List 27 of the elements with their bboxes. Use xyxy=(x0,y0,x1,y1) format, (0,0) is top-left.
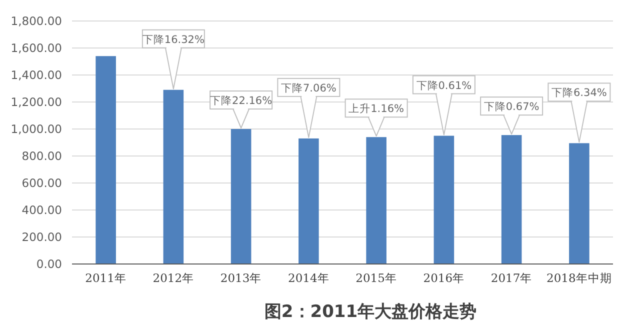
annotation: 下降16.32% xyxy=(142,34,204,46)
annotation: 上升1.16% xyxy=(348,102,404,116)
annotation: 下降22.16% xyxy=(210,95,272,107)
annotation: 下降7.06% xyxy=(281,82,336,94)
x-tick-label: 2018年中期 xyxy=(546,271,612,285)
text: 图2：2011年大盘价格走势 xyxy=(264,302,477,322)
annotation: 下降0.61% xyxy=(416,80,472,92)
y-tick-label: 0.00 xyxy=(36,257,62,271)
y-tick-label: 1,600.00 xyxy=(10,41,62,55)
y-tick-label: 1,800.00 xyxy=(10,14,62,28)
x-tick-label: 2015年 xyxy=(356,271,397,285)
x-tick-label: 2016年 xyxy=(423,271,465,285)
x-tick-label: 2014年 xyxy=(288,271,330,285)
y-tick-label: 800.00 xyxy=(22,149,62,163)
annotation: 下降0.67% xyxy=(484,101,540,114)
x-tick-label: 2013年 xyxy=(220,271,262,285)
y-tick-label: 200.00 xyxy=(22,230,62,244)
x-tick-label: 2017年 xyxy=(490,271,532,285)
y-tick-label: 600.00 xyxy=(22,176,62,190)
y-tick-label: 1,200.00 xyxy=(10,95,62,109)
x-tick-label: 2011年 xyxy=(85,271,126,285)
annotation: 下降6.34% xyxy=(552,87,607,100)
bar xyxy=(96,56,116,264)
y-tick-label: 1,400.00 xyxy=(10,68,62,82)
x-tick-label: 2012年 xyxy=(152,271,194,285)
y-tick-label: 400.00 xyxy=(22,203,62,217)
y-tick-label: 1,000.00 xyxy=(10,122,62,136)
